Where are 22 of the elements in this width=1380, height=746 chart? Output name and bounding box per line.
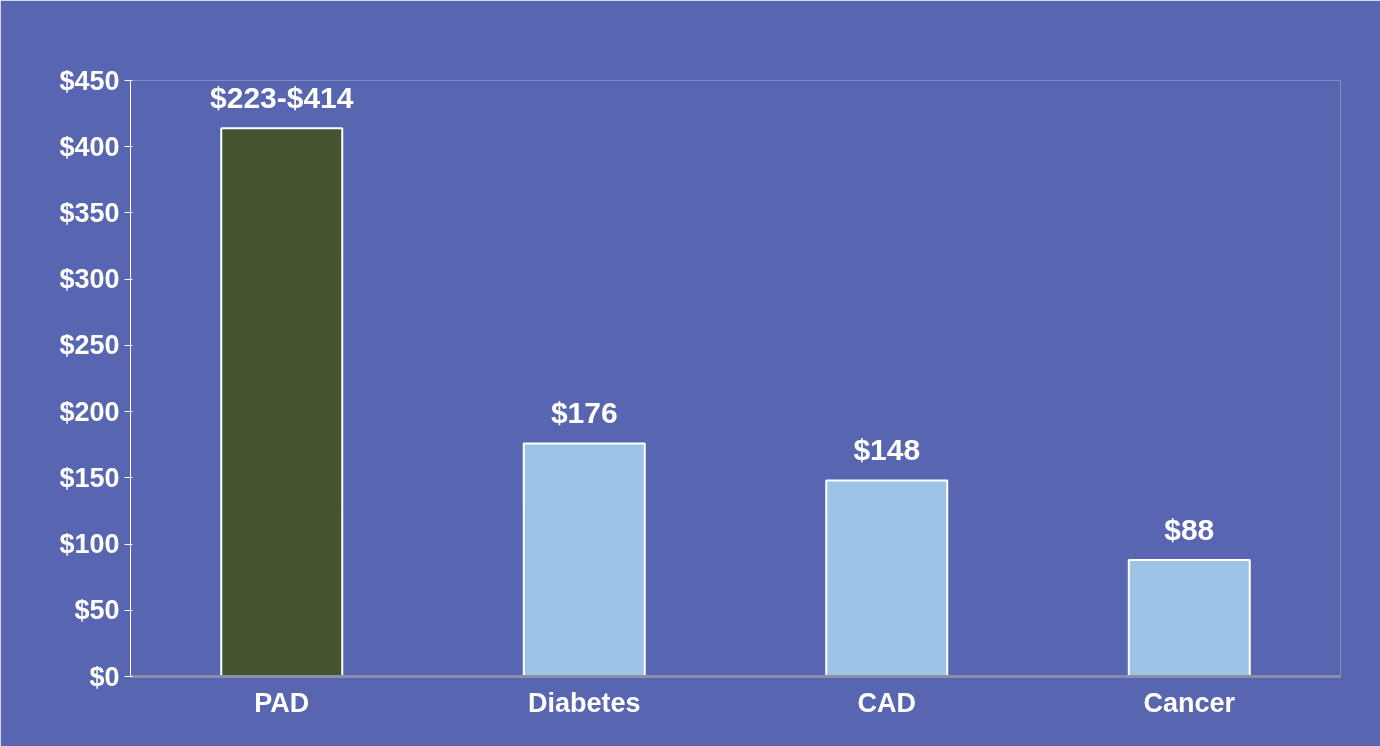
x-tick-label: Cancer	[1143, 687, 1236, 718]
y-tick-label: $150	[59, 462, 120, 493]
y-tick-label: $200	[59, 396, 120, 427]
y-tick-label: $300	[59, 264, 120, 295]
y-tick-label: $350	[59, 197, 120, 228]
data-label: $88	[1164, 512, 1215, 546]
data-label: $223-$414	[210, 81, 354, 115]
data-label: $176	[550, 396, 618, 430]
y-tick-label: $250	[59, 330, 120, 361]
x-tick-label: Diabetes	[527, 687, 641, 718]
y-tick-label: $0	[89, 661, 120, 692]
bar	[522, 442, 646, 677]
y-tick-label: $450	[59, 65, 120, 96]
bar	[1127, 558, 1251, 677]
x-tick-label: PAD	[254, 687, 310, 718]
data-label: $148	[853, 433, 921, 467]
bar	[825, 479, 949, 677]
x-tick-label: CAD	[857, 687, 916, 718]
y-tick-label: $50	[74, 595, 120, 626]
y-tick-label: $100	[59, 529, 120, 560]
bar	[220, 127, 344, 677]
y-tick-label: $400	[59, 131, 120, 162]
